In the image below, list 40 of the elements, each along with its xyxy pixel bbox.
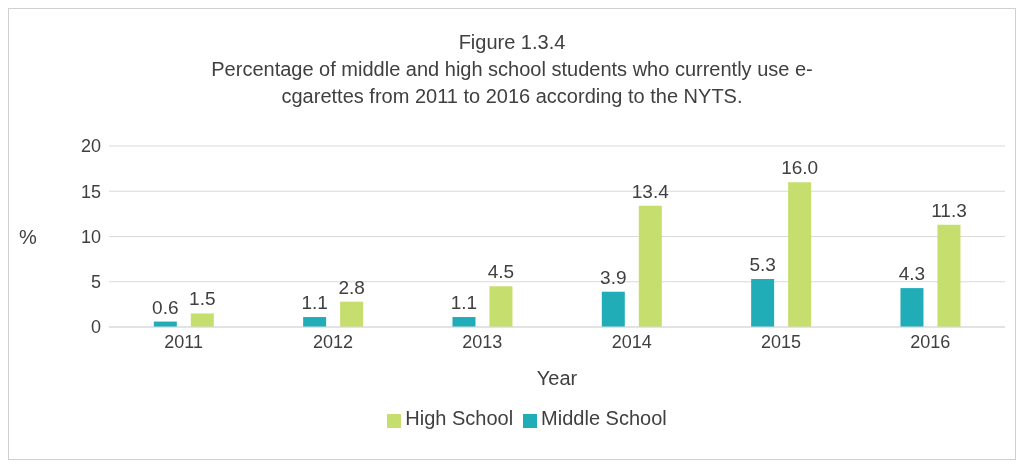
bar	[900, 288, 924, 327]
bar	[788, 182, 812, 327]
data-label: 1.1	[450, 292, 478, 314]
bar	[303, 317, 327, 327]
chart-title: Figure 1.3.4	[457, 30, 567, 55]
legend-label: High School	[405, 407, 514, 429]
data-label: 13.4	[631, 180, 670, 202]
y-tick-label: 20	[80, 136, 101, 157]
bar	[452, 317, 476, 327]
bar	[601, 291, 625, 327]
x-tick-label: 2016	[910, 331, 951, 352]
y-tick-label: 10	[80, 226, 101, 247]
x-tick-label: 2014	[611, 331, 652, 352]
x-tick-label: 2015	[760, 331, 802, 352]
x-tick-label: 2013	[462, 331, 503, 352]
data-label: 4.3	[898, 263, 926, 285]
bar	[340, 301, 364, 327]
chart-subtitle: Percentage of middle and high school students who currently use e-cgarettes from 2011 to 2016 according to the NYTS.	[210, 57, 814, 109]
bar	[190, 313, 214, 327]
x-axis-title: Year	[536, 367, 578, 390]
y-tick-label: 5	[90, 272, 101, 293]
data-label: 4.5	[487, 261, 515, 283]
x-tick-label: 2012	[312, 331, 354, 352]
y-axis-title: %	[19, 225, 37, 248]
data-label: 1.1	[301, 292, 328, 314]
data-label: 16.0	[781, 157, 819, 179]
bar	[937, 224, 961, 327]
data-label: 2.8	[338, 276, 365, 298]
legend-label: Middle School	[541, 407, 667, 429]
x-tick-label: 2011	[164, 331, 204, 352]
data-label: 3.9	[600, 266, 627, 288]
y-tick-label: 0	[90, 317, 101, 338]
bar	[489, 286, 513, 327]
bar	[751, 279, 775, 327]
data-label: 11.3	[931, 199, 967, 221]
y-tick-label: 15	[80, 181, 101, 202]
data-label: 5.3	[749, 254, 776, 276]
bar	[638, 205, 662, 327]
data-label: 0.6	[152, 296, 179, 318]
data-label: 1.5	[189, 288, 216, 310]
